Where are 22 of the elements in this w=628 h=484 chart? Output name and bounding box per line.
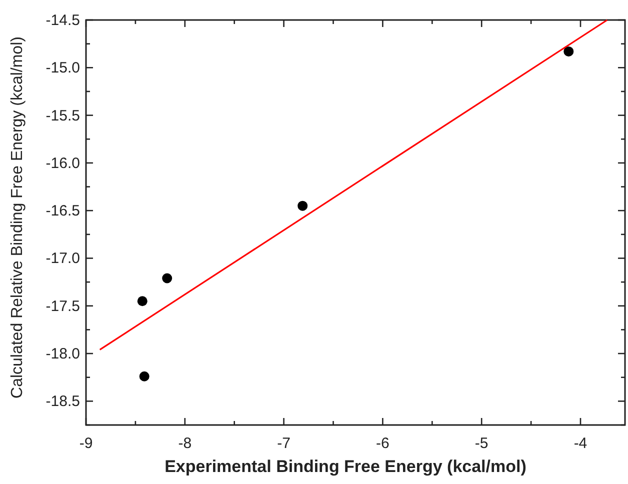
point [137, 296, 148, 306]
x-tick-label: -9 [79, 435, 93, 452]
y-tick-label: -17.0 [46, 250, 80, 268]
y-tick-label: -14.5 [46, 12, 80, 29]
x-tick-label: -5 [474, 435, 488, 452]
y-tick-label: -16.0 [46, 154, 80, 172]
x-tick-label: -6 [376, 435, 390, 452]
y-tick-label: -18.0 [46, 346, 80, 363]
x-tick-label: -8 [178, 435, 192, 452]
x-axis-title: Experimental Binding Free Energy (kcal/mol) [164, 457, 526, 476]
point [162, 273, 172, 284]
y-tick-label: -16.5 [46, 202, 80, 220]
point [139, 371, 150, 382]
point [564, 46, 574, 56]
y-tick-label: -15.5 [46, 107, 80, 124]
y-axis-title: Calculated Relative Binding Free Energy (kcal/mol) [9, 36, 26, 398]
x-tick-label: -7 [277, 435, 290, 452]
y-tick-label: -17.5 [46, 298, 80, 315]
point [298, 200, 308, 211]
y-tick-label: -15.0 [46, 60, 80, 77]
x-tick-label: -4 [574, 435, 588, 452]
y-tick-label: -18.5 [46, 393, 80, 410]
